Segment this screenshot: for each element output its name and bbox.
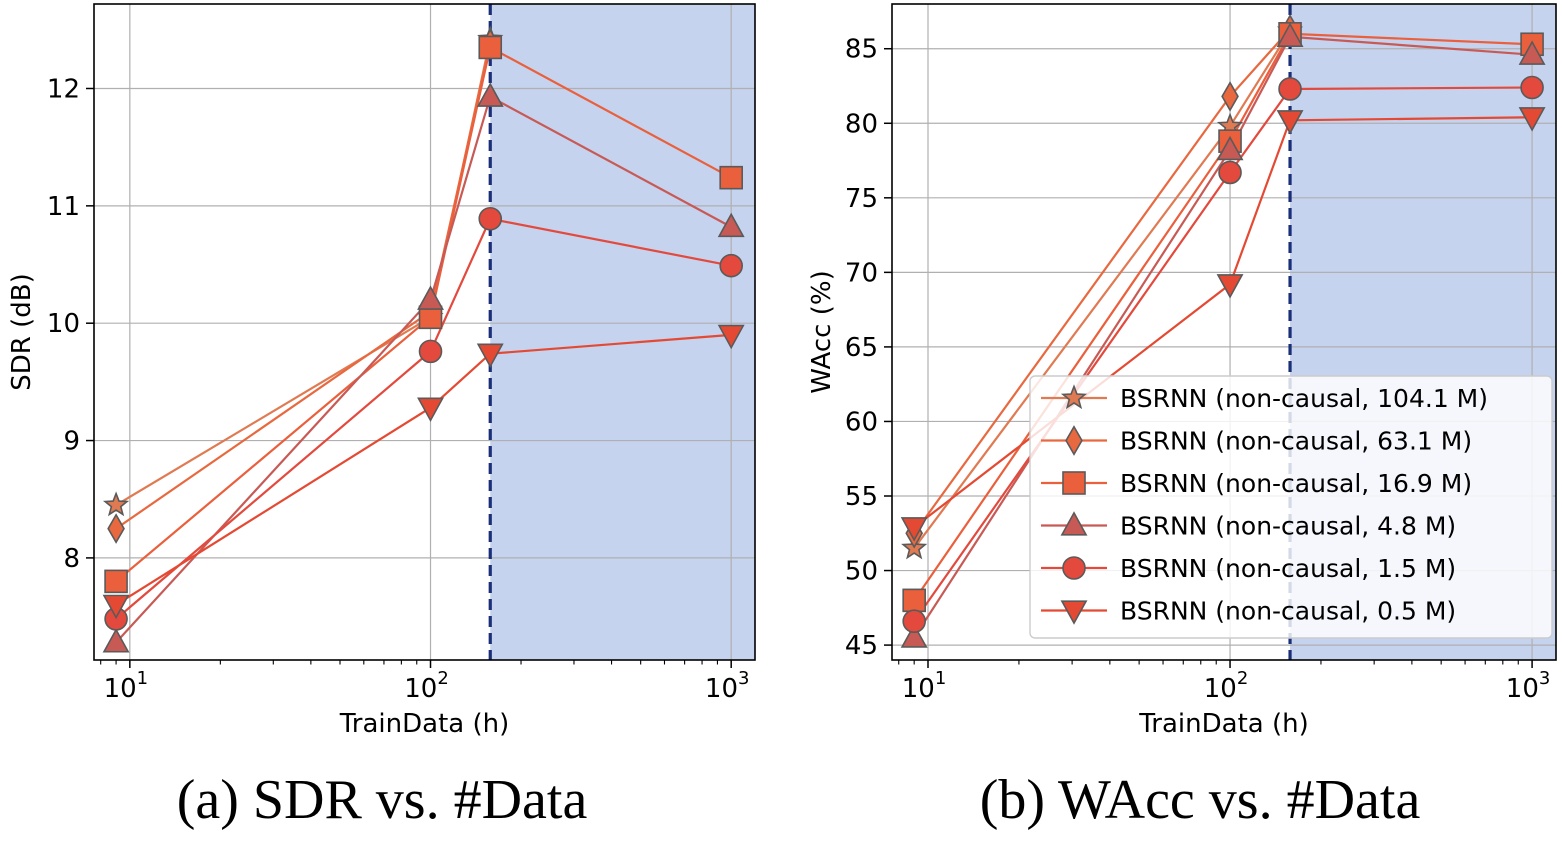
data-point-1.5 xyxy=(418,339,443,364)
legend-marker-104.1 xyxy=(1060,384,1088,410)
data-point-1.5 xyxy=(719,253,743,278)
series-line-0.5 xyxy=(115,333,732,606)
x-tick-label: 103 xyxy=(705,668,750,704)
y-axis-label: SDR (dB) xyxy=(7,273,37,390)
data-point-4.8 xyxy=(900,623,928,648)
legend-label: BSRNN (non-causal, 4.8 M) xyxy=(1120,512,1456,541)
data-point-63.1 xyxy=(1221,81,1239,112)
y-tick-label: 60 xyxy=(845,407,878,437)
legend-label: BSRNN (non-causal, 63.1 M) xyxy=(1120,427,1472,456)
data-point-1.5 xyxy=(478,206,503,231)
y-tick-label: 55 xyxy=(845,482,878,512)
y-tick-label: 75 xyxy=(845,184,878,214)
x-tick-label: 103 xyxy=(1506,668,1551,704)
data-point-104.1 xyxy=(102,491,130,517)
y-tick-label: 45 xyxy=(845,631,878,661)
series-line-104.1 xyxy=(115,38,492,507)
y-tick-label: 8 xyxy=(63,544,80,574)
x-tick-label: 101 xyxy=(104,668,149,704)
x-tick-label: 101 xyxy=(902,668,947,704)
data-point-16.9 xyxy=(104,569,128,594)
y-axis: 45 50 55 60 65 70 75 80 85 xyxy=(845,35,892,661)
data-point-4.8 xyxy=(102,628,130,653)
legend-label: BSRNN (non-causal, 16.9 M) xyxy=(1120,469,1472,498)
panel-caption: (b) WAcc vs. #Data xyxy=(980,769,1421,831)
series-line-16.9 xyxy=(115,45,732,583)
data-point-0.5 xyxy=(102,594,130,620)
data-point-0.5 xyxy=(1276,110,1304,135)
data-point-0.5 xyxy=(1518,107,1546,132)
data-point-16.9 xyxy=(478,35,503,60)
plot-frame xyxy=(93,3,756,661)
legend-marker-1.5 xyxy=(1062,556,1086,580)
y-axis: 8 9 10 11 12 xyxy=(47,74,94,574)
y-axis-label: WAcc (%) xyxy=(807,270,837,393)
x-axis: 101 102 103 xyxy=(100,660,750,704)
data-point-16.9 xyxy=(902,588,926,613)
y-tick-label: 85 xyxy=(845,35,878,65)
x-tick-label: 102 xyxy=(1204,668,1249,704)
series-line-1.5 xyxy=(115,217,732,620)
y-tick-label: 80 xyxy=(845,109,878,139)
legend-label: BSRNN (non-causal, 1.5 M) xyxy=(1120,554,1456,583)
data-point-0.5 xyxy=(1216,274,1244,299)
data-point-4.8 xyxy=(476,82,504,107)
legend-marker-16.9 xyxy=(1062,471,1086,495)
legend-label: BSRNN (non-causal, 0.5 M) xyxy=(1120,597,1456,626)
data-point-63.1 xyxy=(107,513,125,544)
y-tick-label: 70 xyxy=(845,258,878,288)
plot-frame xyxy=(891,3,1557,661)
x-axis-label: TrainData (h) xyxy=(1138,709,1309,739)
series-line-4.8 xyxy=(115,95,732,644)
y-tick-label: 12 xyxy=(47,74,80,104)
x-tick-label: 102 xyxy=(404,668,449,704)
legend: BSRNN (non-causal, 104.1 M) BSRNN (non-ca… xyxy=(1029,375,1553,639)
data-point-0.5 xyxy=(476,343,504,369)
y-tick-label: 11 xyxy=(47,192,80,222)
data-point-4.8 xyxy=(417,285,444,310)
legend-marker-63.1 xyxy=(1065,425,1083,456)
y-tick-label: 50 xyxy=(845,557,878,587)
data-point-1.5 xyxy=(1278,77,1302,101)
x-axis-label: TrainData (h) xyxy=(339,709,510,739)
data-point-1.5 xyxy=(902,609,926,634)
legend-label: BSRNN (non-causal, 104.1 M) xyxy=(1120,384,1488,413)
panel-b-wacc-chart: 101 102 103 TrainData (h) 45 50 55 60 65 70 75 80 85… xyxy=(807,3,1557,831)
legend-marker-0.5 xyxy=(1060,600,1088,625)
y-tick-label: 9 xyxy=(63,427,80,457)
y-tick-label: 10 xyxy=(47,309,80,339)
legend-marker-4.8 xyxy=(1060,511,1088,536)
data-point-0.5 xyxy=(717,324,745,350)
x-axis: 101 102 103 xyxy=(898,660,1551,704)
data-point-0.5 xyxy=(417,397,444,423)
data-point-1.5 xyxy=(1218,160,1242,185)
data-point-4.8 xyxy=(717,212,745,238)
data-point-4.8 xyxy=(1276,22,1304,47)
data-point-16.9 xyxy=(719,165,743,190)
panel-caption: (a) SDR vs. #Data xyxy=(177,769,588,831)
data-point-1.5 xyxy=(1520,75,1544,100)
legend-box xyxy=(1029,375,1553,639)
y-tick-label: 65 xyxy=(845,333,878,363)
data-point-4.8 xyxy=(1518,40,1546,65)
shaded-region xyxy=(490,4,755,660)
series-line-16.9 xyxy=(913,32,1533,602)
data-point-0.5 xyxy=(900,517,928,542)
panel-a-sdr-chart: 101 102 103 TrainData (h) 8 9 10 11 12 SDR (dB) (a… xyxy=(7,3,756,831)
data-point-4.8 xyxy=(1216,135,1244,161)
